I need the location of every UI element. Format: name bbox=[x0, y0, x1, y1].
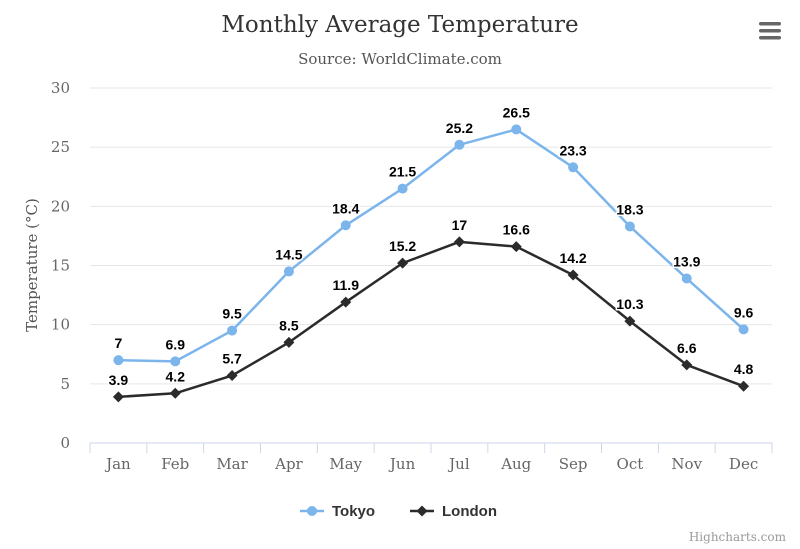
data-label-london: 10.3 bbox=[616, 296, 643, 312]
chart-subtitle: Source: WorldClimate.com bbox=[298, 50, 502, 68]
x-tick-label: May bbox=[329, 455, 362, 473]
data-label-tokyo: 18.3 bbox=[616, 201, 643, 217]
data-point-london bbox=[453, 236, 465, 248]
data-label-tokyo: 6.9 bbox=[166, 336, 186, 352]
data-label-tokyo: 14.5 bbox=[275, 246, 302, 262]
legend-label: Tokyo bbox=[332, 503, 375, 520]
legend-item-london[interactable]: London bbox=[410, 503, 497, 520]
data-label-london: 4.8 bbox=[734, 361, 754, 377]
data-label-london: 11.9 bbox=[333, 277, 360, 293]
series-line-london bbox=[118, 240, 745, 399]
series-line-tokyo bbox=[118, 128, 745, 363]
hamburger-menu-icon bbox=[759, 22, 781, 40]
x-tick-label: Jul bbox=[447, 455, 470, 473]
data-label-london: 8.5 bbox=[279, 317, 299, 333]
data-label-tokyo: 9.6 bbox=[734, 304, 754, 320]
data-point-tokyo bbox=[170, 356, 181, 367]
data-point-tokyo bbox=[227, 325, 238, 336]
data-point-tokyo bbox=[681, 273, 692, 284]
data-point-tokyo bbox=[283, 266, 294, 277]
x-tick-label: Feb bbox=[161, 455, 189, 473]
data-point-tokyo bbox=[397, 183, 408, 194]
data-point-tokyo bbox=[454, 139, 465, 150]
data-label-london: 15.2 bbox=[389, 238, 416, 254]
series-layer bbox=[112, 124, 750, 403]
x-tick-label: Jan bbox=[104, 455, 131, 473]
data-label-london: 4.2 bbox=[166, 368, 186, 384]
data-point-london bbox=[226, 370, 238, 382]
data-label-tokyo: 9.5 bbox=[222, 306, 242, 322]
data-label-london: 16.6 bbox=[503, 222, 530, 238]
data-point-london bbox=[681, 359, 693, 371]
data-point-london bbox=[738, 380, 750, 392]
legend-label: London bbox=[442, 503, 497, 520]
export-menu-button[interactable] bbox=[754, 18, 784, 44]
data-point-london bbox=[624, 315, 636, 327]
x-tick-label: Jun bbox=[388, 455, 416, 473]
data-label-tokyo: 7 bbox=[115, 335, 123, 351]
legend-item-tokyo[interactable]: Tokyo bbox=[300, 503, 375, 520]
legend: Tokyo London bbox=[300, 503, 497, 520]
credits-link[interactable]: Highcharts.com bbox=[689, 530, 787, 544]
x-tick-label: Aug bbox=[500, 455, 531, 473]
data-point-london bbox=[340, 296, 352, 308]
y-axis-ticks: 0 5 10 15 20 25 30 bbox=[51, 79, 70, 452]
data-point-london bbox=[283, 336, 295, 348]
chart-title: Monthly Average Temperature bbox=[221, 12, 578, 38]
x-tick-label: Mar bbox=[216, 455, 248, 473]
x-tick-label: Apr bbox=[274, 455, 303, 473]
data-label-tokyo: 18.4 bbox=[332, 200, 359, 216]
y-tick-label: 20 bbox=[51, 197, 70, 215]
data-point-tokyo bbox=[113, 355, 124, 366]
data-labels: 7 6.9 9.5 14.5 18.4 21.5 25.2 26.5 23.3 18.3 13.9 9… bbox=[107, 103, 755, 389]
x-tick-label: Sep bbox=[559, 455, 588, 473]
data-label-london: 6.6 bbox=[677, 340, 697, 356]
data-point-london bbox=[112, 391, 124, 403]
y-tick-label: 15 bbox=[51, 257, 70, 275]
data-label-tokyo: 21.5 bbox=[389, 164, 416, 180]
data-label-tokyo: 13.9 bbox=[673, 254, 700, 270]
data-point-london bbox=[567, 269, 579, 281]
y-axis-title: Temperature (°C) bbox=[23, 198, 41, 332]
y-tick-label: 5 bbox=[60, 375, 70, 393]
data-point-tokyo bbox=[568, 162, 579, 173]
y-tick-label: 0 bbox=[60, 434, 70, 452]
data-point-london bbox=[397, 257, 409, 269]
data-label-london: 3.9 bbox=[109, 372, 129, 388]
y-tick-label: 25 bbox=[51, 138, 70, 156]
data-point-tokyo bbox=[624, 221, 635, 232]
legend-marker bbox=[307, 506, 317, 516]
x-axis: Jan Feb Mar Apr May Jun Jul Aug Sep Oct Nov Dec bbox=[89, 442, 773, 473]
data-point-tokyo bbox=[511, 124, 522, 135]
data-label-tokyo: 25.2 bbox=[446, 120, 473, 136]
data-label-tokyo: 23.3 bbox=[559, 142, 586, 158]
data-point-london bbox=[169, 387, 181, 399]
data-point-tokyo bbox=[340, 220, 351, 231]
x-tick-label: Dec bbox=[729, 455, 758, 473]
y-tick-label: 30 bbox=[51, 79, 70, 97]
data-label-tokyo: 26.5 bbox=[503, 104, 530, 120]
legend-marker bbox=[416, 505, 428, 517]
data-point-london bbox=[510, 241, 522, 253]
x-tick-label: Oct bbox=[617, 455, 644, 473]
data-label-london: 14.2 bbox=[559, 250, 586, 266]
y-tick-label: 10 bbox=[51, 316, 70, 334]
data-label-london: 5.7 bbox=[222, 351, 242, 367]
data-point-tokyo bbox=[738, 324, 749, 335]
data-label-london: 17 bbox=[452, 217, 468, 233]
x-tick-label: Nov bbox=[671, 455, 702, 473]
